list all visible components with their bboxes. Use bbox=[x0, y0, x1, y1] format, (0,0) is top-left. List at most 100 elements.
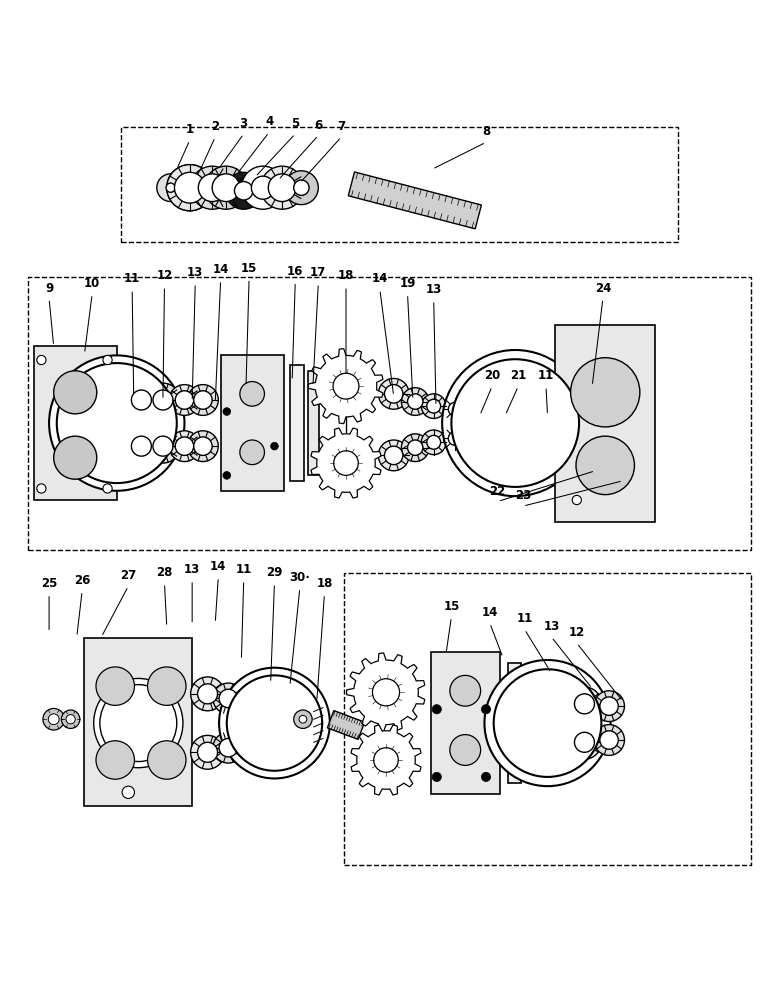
Circle shape bbox=[188, 385, 218, 415]
Circle shape bbox=[240, 440, 265, 465]
Bar bbox=[555, 325, 655, 522]
Text: 13: 13 bbox=[187, 266, 203, 279]
Circle shape bbox=[444, 398, 467, 421]
Circle shape bbox=[269, 174, 296, 202]
Polygon shape bbox=[347, 653, 425, 732]
Circle shape bbox=[103, 355, 112, 365]
Circle shape bbox=[167, 165, 213, 211]
Circle shape bbox=[213, 732, 244, 763]
Circle shape bbox=[450, 735, 481, 765]
Text: 18: 18 bbox=[317, 577, 333, 590]
Circle shape bbox=[54, 371, 96, 414]
Circle shape bbox=[485, 660, 611, 786]
Text: 15: 15 bbox=[241, 262, 257, 275]
Text: 11: 11 bbox=[538, 369, 554, 382]
Circle shape bbox=[66, 715, 75, 724]
Circle shape bbox=[43, 708, 65, 730]
Circle shape bbox=[124, 429, 158, 463]
Circle shape bbox=[600, 731, 618, 749]
Text: 15: 15 bbox=[443, 600, 459, 613]
Circle shape bbox=[147, 667, 186, 705]
Circle shape bbox=[334, 451, 358, 475]
Bar bbox=[589, 369, 601, 377]
Bar bbox=[307, 371, 319, 475]
Bar bbox=[34, 346, 117, 500]
Circle shape bbox=[213, 683, 244, 714]
Text: 5: 5 bbox=[291, 117, 300, 130]
Circle shape bbox=[450, 675, 481, 706]
Text: 23: 23 bbox=[515, 489, 531, 502]
Circle shape bbox=[442, 350, 588, 496]
Circle shape bbox=[49, 714, 59, 725]
Text: 28: 28 bbox=[156, 566, 173, 579]
Circle shape bbox=[57, 363, 177, 483]
Circle shape bbox=[54, 436, 96, 479]
Circle shape bbox=[37, 484, 46, 493]
Circle shape bbox=[205, 166, 248, 209]
Circle shape bbox=[223, 408, 231, 415]
Circle shape bbox=[378, 440, 409, 471]
Text: 14: 14 bbox=[371, 272, 388, 285]
Text: 6: 6 bbox=[314, 119, 323, 132]
Text: 13: 13 bbox=[425, 283, 442, 296]
Text: 25: 25 bbox=[41, 577, 57, 590]
Circle shape bbox=[175, 391, 194, 409]
Text: 18: 18 bbox=[338, 269, 354, 282]
Circle shape bbox=[242, 166, 284, 209]
Circle shape bbox=[191, 677, 225, 711]
Circle shape bbox=[232, 686, 263, 717]
Text: 16: 16 bbox=[287, 265, 303, 278]
Circle shape bbox=[239, 692, 257, 711]
Circle shape bbox=[157, 174, 185, 202]
Circle shape bbox=[212, 174, 240, 202]
Circle shape bbox=[449, 432, 462, 445]
Text: 27: 27 bbox=[120, 569, 137, 582]
Circle shape bbox=[284, 171, 318, 205]
Circle shape bbox=[219, 689, 238, 708]
Circle shape bbox=[174, 172, 205, 203]
Circle shape bbox=[194, 437, 212, 455]
Circle shape bbox=[374, 748, 398, 772]
Circle shape bbox=[62, 710, 80, 728]
Polygon shape bbox=[348, 172, 482, 229]
Circle shape bbox=[293, 180, 309, 195]
Circle shape bbox=[166, 183, 175, 192]
Text: 26: 26 bbox=[74, 574, 90, 587]
Circle shape bbox=[131, 436, 151, 456]
Circle shape bbox=[240, 382, 265, 406]
Circle shape bbox=[299, 715, 306, 723]
Circle shape bbox=[333, 373, 359, 399]
Circle shape bbox=[493, 669, 601, 777]
Circle shape bbox=[225, 172, 262, 209]
Circle shape bbox=[175, 437, 194, 455]
Circle shape bbox=[422, 430, 446, 455]
Circle shape bbox=[191, 735, 225, 769]
Circle shape bbox=[432, 705, 442, 714]
Text: 20: 20 bbox=[484, 369, 500, 382]
Text: 19: 19 bbox=[399, 277, 416, 290]
Circle shape bbox=[482, 705, 491, 714]
Circle shape bbox=[427, 399, 441, 413]
Polygon shape bbox=[351, 725, 421, 795]
Circle shape bbox=[235, 182, 253, 200]
Circle shape bbox=[594, 691, 625, 722]
Circle shape bbox=[169, 431, 200, 462]
Circle shape bbox=[37, 355, 46, 365]
Text: 7: 7 bbox=[337, 120, 345, 133]
Circle shape bbox=[239, 735, 257, 754]
Circle shape bbox=[219, 738, 238, 757]
Circle shape bbox=[567, 687, 601, 721]
Circle shape bbox=[576, 436, 635, 495]
Text: 3: 3 bbox=[239, 117, 248, 130]
Text: 2: 2 bbox=[212, 120, 219, 133]
Circle shape bbox=[131, 390, 151, 410]
Circle shape bbox=[384, 385, 403, 403]
Circle shape bbox=[408, 440, 423, 455]
Circle shape bbox=[261, 166, 303, 209]
Circle shape bbox=[427, 435, 441, 449]
Circle shape bbox=[372, 679, 400, 706]
Circle shape bbox=[198, 742, 218, 762]
Circle shape bbox=[594, 725, 625, 755]
Circle shape bbox=[401, 388, 429, 415]
Bar bbox=[431, 652, 499, 794]
